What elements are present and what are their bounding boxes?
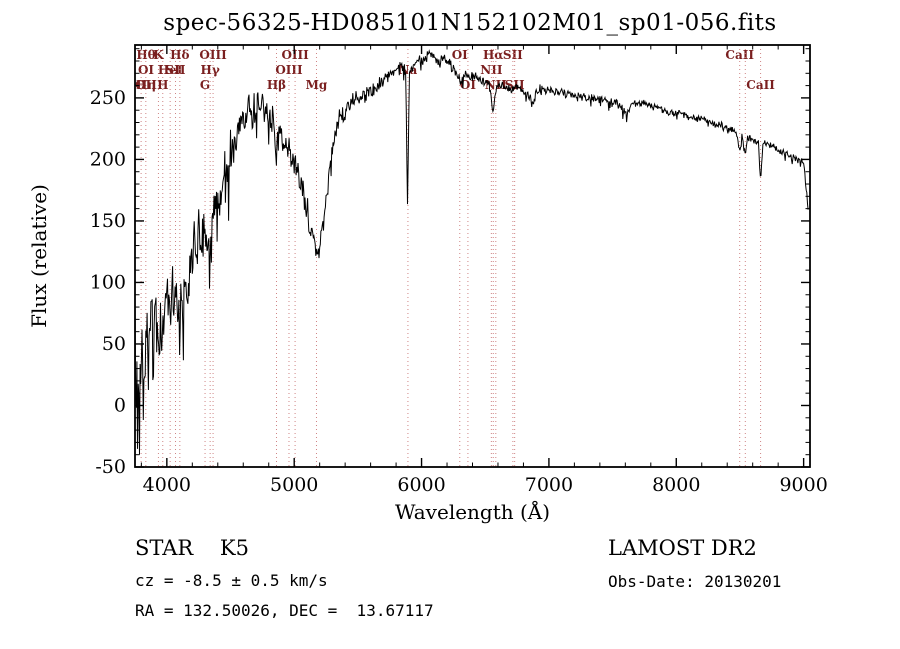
ra-dec-value: RA = 132.50026, DEC = 13.67117 bbox=[135, 601, 434, 620]
object-class-label: STAR K5 bbox=[135, 536, 249, 560]
spectrum-line bbox=[135, 49, 809, 455]
y-tick-label: 100 bbox=[90, 271, 126, 293]
spectral-line-label: Hα bbox=[483, 48, 504, 62]
x-tick-label: 8000 bbox=[652, 474, 700, 496]
x-tick-label: 5000 bbox=[270, 474, 318, 496]
y-tick-label: 250 bbox=[90, 87, 126, 109]
y-tick-label: 50 bbox=[102, 333, 126, 355]
y-axis-label: Flux (relative) bbox=[27, 184, 51, 328]
y-tick-label: 150 bbox=[90, 210, 126, 232]
spectral-line-label: Hδ bbox=[170, 48, 189, 62]
cz-value: cz = -8.5 ± 0.5 km/s bbox=[135, 571, 328, 590]
spectral-line-label: CaII bbox=[725, 48, 754, 62]
x-tick-label: 7000 bbox=[525, 474, 573, 496]
spectral-line-label: Hγ bbox=[201, 63, 220, 77]
spectral-line-label: HeI bbox=[158, 63, 183, 77]
y-tick-label: -50 bbox=[95, 456, 126, 478]
x-tick-label: 6000 bbox=[397, 474, 445, 496]
spectral-line-label: G bbox=[200, 78, 210, 92]
spectral-line-label: NII bbox=[480, 63, 503, 77]
spectral-line-label: OIII bbox=[281, 48, 309, 62]
spectral-line-label: Hθ bbox=[136, 48, 155, 62]
x-tick-label: 9000 bbox=[779, 474, 827, 496]
spectral-line-label: OIII bbox=[275, 63, 303, 77]
spectral-line-label: SII bbox=[503, 48, 523, 62]
spectral-line-label: SII bbox=[166, 63, 186, 77]
y-tick-label: 0 bbox=[114, 394, 126, 416]
x-axis-label: Wavelength (Å) bbox=[394, 500, 551, 524]
plot-frame bbox=[134, 44, 811, 468]
spectral-line-label: OIII bbox=[199, 48, 227, 62]
y-tick-label: 200 bbox=[90, 148, 126, 170]
spectral-line-label: OI bbox=[460, 78, 476, 92]
chart-title: spec-56325-HD085101N152102M01_sp01-056.f… bbox=[163, 10, 777, 36]
spectral-line-label: Hη bbox=[136, 78, 156, 92]
spectral-line-label: NII bbox=[485, 78, 508, 92]
obs-date-value: Obs-Date: 20130201 bbox=[608, 572, 782, 591]
spectral-line-label: H bbox=[157, 78, 168, 92]
spectral-line-label: Hβ bbox=[267, 78, 286, 92]
spectral-line-label: OI bbox=[452, 48, 468, 62]
x-tick-label: 4000 bbox=[143, 474, 191, 496]
spectral-line-label: Mg bbox=[306, 78, 328, 92]
spectral-line-label: CaII bbox=[746, 78, 775, 92]
spectral-line-label: K bbox=[153, 48, 164, 62]
survey-label: LAMOST DR2 bbox=[608, 536, 757, 560]
